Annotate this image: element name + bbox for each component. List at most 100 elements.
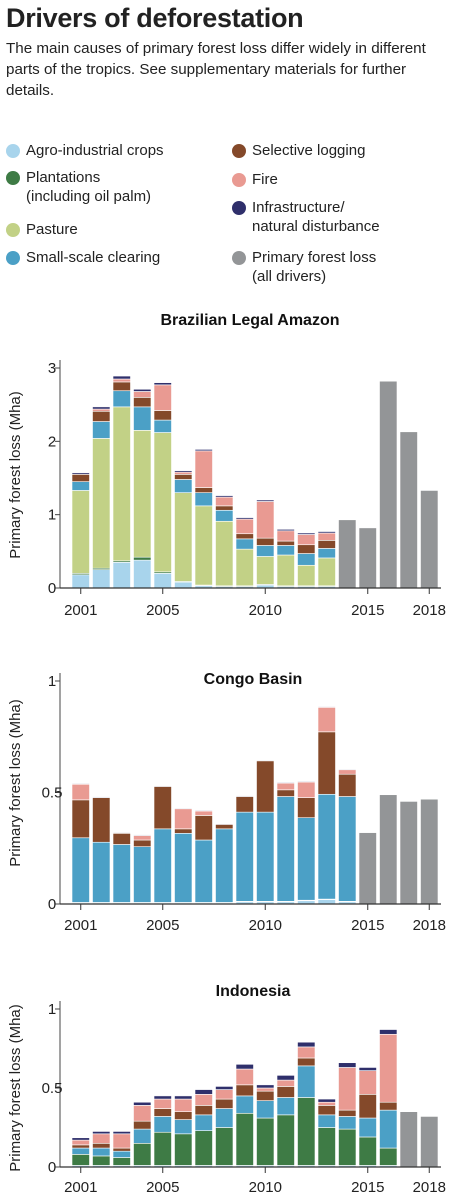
page-title: Drivers of deforestation <box>6 3 304 33</box>
bar-logging-2008 <box>215 505 234 511</box>
legend-swatch-logging <box>232 144 246 158</box>
bar-plant-2012 <box>297 1097 316 1166</box>
bar-small-2010 <box>256 545 275 557</box>
bar-small-2011 <box>276 545 295 556</box>
chart-brazilian-amazon: Brazilian Legal Amazon Primary forest los… <box>7 312 446 619</box>
bar-logging-2006 <box>174 474 193 480</box>
bar-logging-2011 <box>276 540 295 546</box>
legend-label-pasture: Pasture <box>26 221 78 238</box>
bar-small-2003 <box>112 390 131 408</box>
bar-infra-2011 <box>276 529 295 532</box>
bar-logging-2006 <box>174 828 193 834</box>
bar-infra-2007 <box>194 449 213 452</box>
legend-swatch-small <box>6 251 20 265</box>
bar-infra-2001 <box>71 783 90 785</box>
bar-logging-2003 <box>112 833 131 845</box>
bar-total-2018 <box>420 798 439 905</box>
bar-fire-2004 <box>133 835 152 841</box>
bar-small-2009 <box>235 538 254 550</box>
bar-logging-2015 <box>358 1094 377 1119</box>
bar-infra-2015 <box>358 1067 377 1071</box>
bar-fire-2002 <box>92 1133 111 1144</box>
bar-agro-2006 <box>174 581 193 589</box>
bar-small-2005 <box>153 1116 172 1133</box>
bar-agro-2005 <box>153 573 172 589</box>
bar-fire-2011 <box>276 1079 295 1087</box>
bar-infra-2009 <box>235 795 254 797</box>
bar-small-2004 <box>133 846 152 903</box>
legend-label-logging: Selective logging <box>252 142 366 159</box>
bar-logging-2008 <box>215 824 234 830</box>
bar-logging-2005 <box>153 786 172 830</box>
bar-small-2013 <box>317 793 336 900</box>
bar-logging-2005 <box>153 410 172 421</box>
bar-logging-2005 <box>153 1108 172 1117</box>
bar-infra-2008 <box>215 495 234 498</box>
bar-infra-2003 <box>112 832 131 834</box>
legend-swatch-plant <box>6 171 20 185</box>
chart-title: Indonesia <box>216 983 291 1000</box>
bar-small-2007 <box>194 1114 213 1131</box>
bar-total-2015 <box>358 527 377 589</box>
bar-logging-2014 <box>338 773 357 797</box>
bar-small-2001 <box>71 1147 90 1155</box>
bar-infra-2001 <box>71 1137 90 1141</box>
bar-infra-2010 <box>256 499 275 502</box>
bar-fire-2013 <box>317 707 336 733</box>
y-tick-label: 2 <box>48 433 56 450</box>
bar-logging-2012 <box>297 1057 316 1067</box>
x-tick-label: 2001 <box>64 1179 97 1196</box>
bar-agro-2004 <box>133 559 152 589</box>
bar-agro-2001 <box>71 574 90 589</box>
bar-logging-2009 <box>235 796 254 813</box>
x-tick-label: 2010 <box>249 1179 282 1196</box>
y-tick-label: 3 <box>48 360 56 377</box>
bar-infra-2013 <box>317 531 336 534</box>
bar-infra-2010 <box>256 1084 275 1089</box>
bar-logging-2007 <box>194 815 213 841</box>
bar-small-2005 <box>153 828 172 903</box>
legend-swatch-fire <box>232 173 246 187</box>
bar-infra-2005 <box>153 382 172 386</box>
bar-plant-2003 <box>112 1157 131 1166</box>
bar-infra-2006 <box>174 470 193 473</box>
legend-swatch-agro <box>6 144 20 158</box>
bar-logging-2009 <box>235 533 254 540</box>
bar-infra-2009 <box>235 1064 254 1070</box>
bar-logging-2007 <box>194 1105 213 1116</box>
bar-small-2011 <box>276 796 295 902</box>
y-tick-label: 0.5 <box>42 1080 63 1097</box>
bar-small-2014 <box>338 796 357 902</box>
bar-infra-2002 <box>92 796 111 798</box>
bar-logging-2004 <box>133 397 152 408</box>
bar-plant-2006 <box>174 1133 193 1166</box>
bar-logging-2010 <box>256 1090 275 1101</box>
bar-plant-2013 <box>317 1127 336 1166</box>
legend-label-small: Small-scale clearing <box>26 249 161 266</box>
bar-infra-2002 <box>92 1131 111 1135</box>
bar-infra-2006 <box>174 1095 193 1100</box>
bar-plant-2007 <box>194 1130 213 1166</box>
bar-fire-2003 <box>112 1133 131 1149</box>
bar-plant-2015 <box>358 1136 377 1166</box>
bar-infra-2016 <box>379 1029 398 1035</box>
bar-fire-2010 <box>256 501 275 539</box>
y-tick-label: 0 <box>48 1159 56 1176</box>
bar-fire-2013 <box>317 532 336 541</box>
bar-pasture-2005 <box>153 432 172 573</box>
bar-logging-2001 <box>71 799 90 839</box>
bar-logging-2003 <box>112 381 131 392</box>
chart-title: Congo Basin <box>204 671 303 688</box>
bar-small-2012 <box>297 1065 316 1098</box>
bar-fire-2008 <box>215 1089 234 1100</box>
bar-fire-2006 <box>174 1098 193 1112</box>
bar-fire-2012 <box>297 534 316 546</box>
legend-swatch-total <box>232 251 246 265</box>
bar-plant-2008 <box>215 1127 234 1166</box>
bar-infra-2012 <box>297 532 316 535</box>
bar-small-2008 <box>215 1108 234 1128</box>
bar-pasture-2007 <box>194 505 213 586</box>
y-axis-label: Primary forest loss (Mha) <box>7 699 24 867</box>
bar-small-2012 <box>297 553 316 566</box>
bar-logging-2004 <box>133 1120 152 1130</box>
